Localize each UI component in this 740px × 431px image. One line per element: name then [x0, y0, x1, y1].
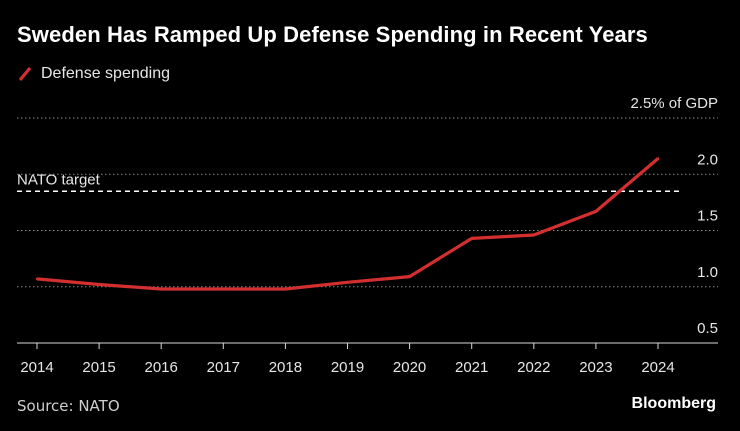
x-tick-label-2014: 2014	[20, 359, 53, 376]
nato-target-layer: NATO target	[17, 171, 682, 193]
x-tick-label-2024: 2024	[641, 359, 674, 376]
legend-swatch-defense-spending	[18, 66, 32, 82]
x-tick-label-2015: 2015	[82, 359, 115, 376]
data-point-2018	[284, 287, 287, 291]
legend: Defense spending	[17, 63, 170, 85]
gridlines	[17, 117, 718, 288]
data-point-2017	[222, 287, 225, 291]
data-point-2022	[532, 233, 535, 237]
series-line-defense-spending	[36, 157, 660, 291]
data-point-2019	[346, 281, 349, 284]
x-tick-label-2020: 2020	[393, 359, 426, 376]
y-tick-label-2: 2.0	[697, 151, 718, 168]
data-point-2016	[160, 287, 163, 291]
x-tick-label-2022: 2022	[517, 359, 550, 376]
chart-title: Sweden Has Ramped Up Defense Spending in…	[17, 22, 648, 47]
data-point-2021	[470, 237, 473, 240]
data-point-2015	[97, 283, 101, 286]
x-tick-label-2018: 2018	[269, 359, 302, 376]
data-point-2020	[408, 275, 411, 278]
legend-label-defense-spending: Defense spending	[41, 65, 170, 82]
data-point-2024	[656, 157, 660, 160]
y-tick-label-1: 1.0	[697, 264, 718, 281]
y-tick-label-2-5: 2.5% of GDP	[630, 95, 718, 112]
source-note: Source: NATO	[17, 397, 120, 415]
y-axis-labels: 0.5 1.0 1.5 2.0 2.5% of GDP	[630, 95, 718, 337]
x-tick-label-2021: 2021	[455, 359, 488, 376]
y-tick-label-1-5: 1.5	[697, 208, 718, 225]
x-tick-label-2016: 2016	[145, 359, 178, 376]
y-tick-label-0-5: 0.5	[697, 320, 718, 337]
data-point-2023	[594, 210, 598, 213]
x-tick-label-2017: 2017	[207, 359, 240, 376]
x-axis: 2014 2015 2016 2017 2018 2019 2020 2021 2022 2023…	[17, 342, 718, 376]
x-tick-label-2023: 2023	[579, 359, 612, 376]
series-layer	[35, 157, 660, 291]
bloomberg-logo: Bloomberg	[631, 395, 716, 412]
data-point-2014	[35, 277, 39, 281]
x-tick-label-2019: 2019	[331, 359, 364, 376]
nato-target-label: NATO target	[17, 171, 101, 188]
